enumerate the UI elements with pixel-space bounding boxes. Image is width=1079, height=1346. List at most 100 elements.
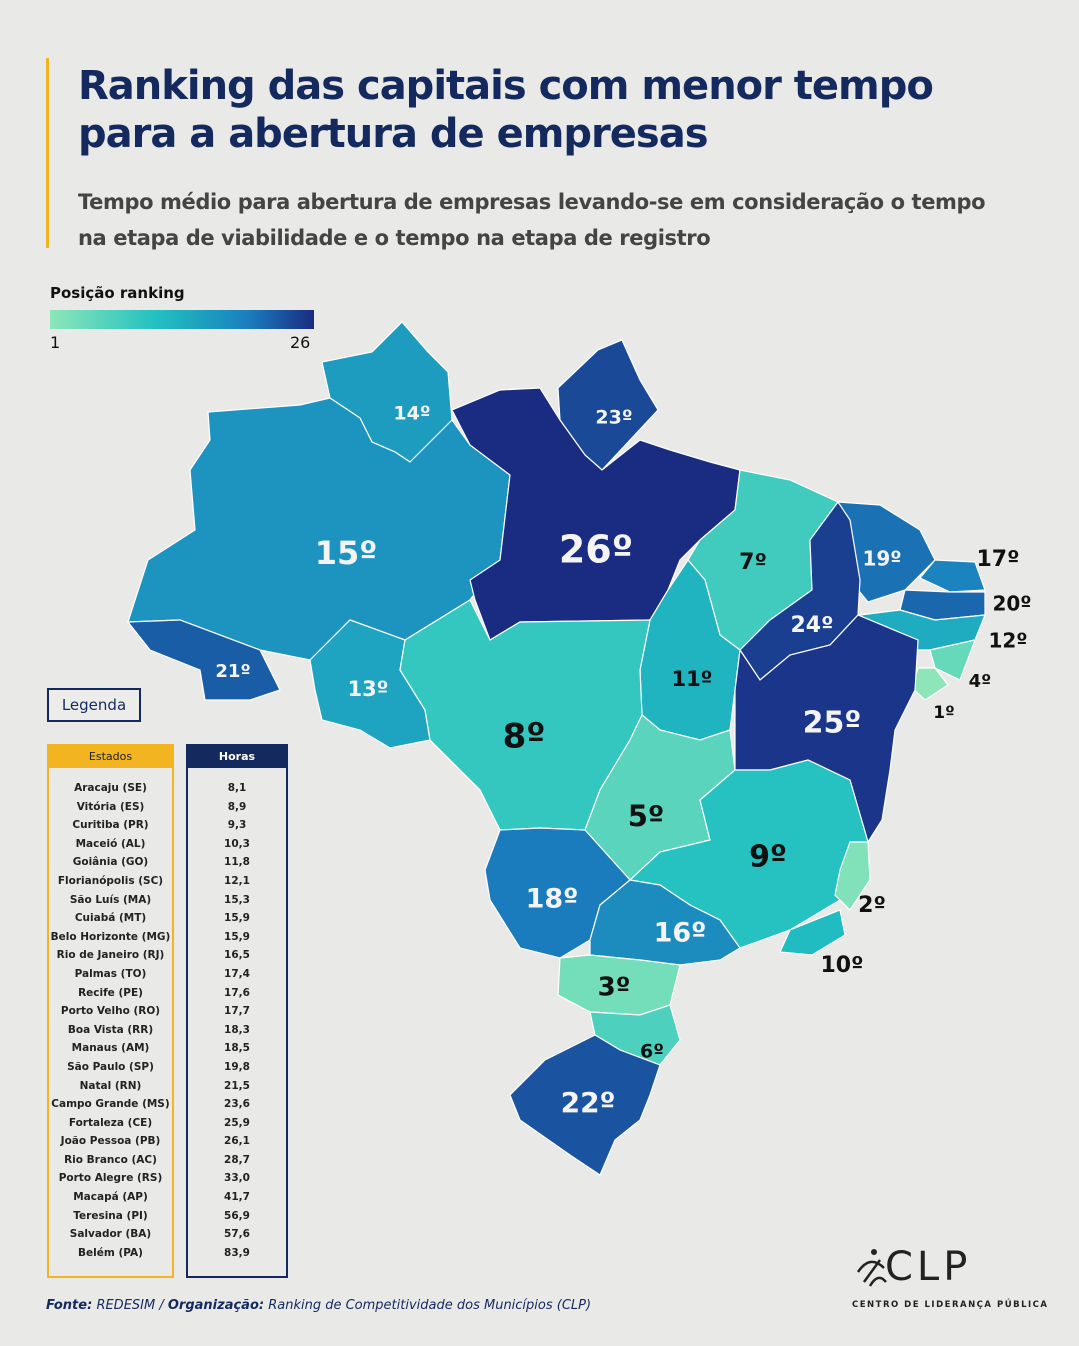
state-region-mg xyxy=(628,759,869,949)
legend-hours-row: 28,7 xyxy=(224,1153,250,1166)
legend-state-row: Recife (PE) xyxy=(78,986,143,999)
legend-state-row: Fortaleza (CE) xyxy=(68,1116,153,1129)
state-rank-label-ac: 21º xyxy=(215,661,250,682)
legend-state-row: Palmas (TO) xyxy=(74,967,147,980)
legend-state-row: Natal (RN) xyxy=(79,1079,142,1092)
state-rank-label-pb: 20º xyxy=(992,592,1031,616)
state-rank-label-pr: 3º xyxy=(598,973,631,1003)
state-region-rj xyxy=(779,909,846,956)
state-region-es xyxy=(834,841,871,911)
legend-hours-row: 23,6 xyxy=(224,1098,250,1111)
legend-state-row: Macapá (AP) xyxy=(73,1191,148,1204)
state-rank-label-ms: 18º xyxy=(526,884,579,915)
legend-state-row: Aracaju (SE) xyxy=(74,782,147,794)
state-rank-label-mg: 9º xyxy=(749,840,787,875)
legend-state-row: Cuiabá (MT) xyxy=(74,912,147,925)
legend-hours-row: 33,0 xyxy=(224,1172,250,1185)
state-rank-label-pa: 26º xyxy=(559,528,633,572)
page-title: Ranking das capitais com menor tempo par… xyxy=(78,63,934,157)
legend-hours-row: 26,1 xyxy=(224,1135,250,1148)
legend-state-row: São Paulo (SP) xyxy=(67,1060,154,1073)
legend-state-row: Vitória (ES) xyxy=(76,800,145,813)
state-rank-label-rs: 22º xyxy=(561,1086,616,1119)
legend-hours-row: 83,9 xyxy=(224,1246,250,1259)
hours-header: Horas xyxy=(188,746,286,768)
state-rank-label-am: 15º xyxy=(315,534,378,572)
org-value: Ranking de Competitividade dos Município… xyxy=(268,1298,592,1313)
legend-hours-row: 8,9 xyxy=(227,800,247,813)
state-region-sp xyxy=(589,879,741,966)
legend-state-row: João Pessoa (PB) xyxy=(60,1135,161,1148)
legend-hours-row: 41,7 xyxy=(224,1191,250,1204)
state-region-rn xyxy=(919,559,986,593)
org-label: Organização: xyxy=(167,1298,265,1313)
state-rank-label-sc: 6º xyxy=(640,1041,664,1063)
legend-hours-row: 15,9 xyxy=(224,930,250,943)
legend-state-row: Belo Horizonte (MG) xyxy=(50,930,171,943)
state-rank-label-to: 11º xyxy=(671,667,712,691)
legend-hours-row: 18,3 xyxy=(224,1023,250,1036)
legend-state-row: Florianópolis (SC) xyxy=(57,874,164,887)
scale-max-label: 26 xyxy=(290,333,311,352)
legend-state-row: Teresina (PI) xyxy=(73,1209,148,1222)
legend-state-row: Salvador (BA) xyxy=(69,1228,152,1241)
state-region-al xyxy=(929,639,976,681)
state-rank-label-ma: 7º xyxy=(739,550,767,575)
legend-hours-row: 21,5 xyxy=(224,1079,250,1092)
legend-hours-column: Horas 8,1 8,9 9,3 10,3 11,8 12,1 15,3 15,9 15,9 1… xyxy=(186,744,288,1278)
clp-logo-icon xyxy=(856,1249,887,1287)
legend-state-row: Belém (PA) xyxy=(78,1246,143,1259)
legend-state-row: Maceió (AL) xyxy=(75,837,146,850)
footer-source: Fonte: REDESIM / Organização: Ranking de… xyxy=(46,1298,591,1313)
legend-state-row: Campo Grande (MS) xyxy=(51,1098,170,1111)
state-rank-label-rr: 14º xyxy=(393,403,430,425)
state-rank-label-es: 2º xyxy=(858,893,886,918)
legend-hours-row: 17,4 xyxy=(224,967,250,980)
legend-hours-row: 10,3 xyxy=(224,837,250,850)
legend-state-row: São Luís (MA) xyxy=(69,893,152,906)
state-rank-label-pi: 24º xyxy=(790,613,833,638)
legend-hours-row: 12,1 xyxy=(224,874,250,887)
legend-state-row: Rio de Janeiro (RJ) xyxy=(56,949,165,962)
legend-hours-row: 11,8 xyxy=(224,856,250,869)
state-rank-label-go: 5º xyxy=(628,799,665,833)
legend-state-row: Porto Velho (RO) xyxy=(60,1005,161,1018)
legend-hours-row: 56,9 xyxy=(224,1209,250,1222)
state-rank-label-rn: 17º xyxy=(976,547,1019,572)
page-subtitle: Tempo médio para abertura de empresas le… xyxy=(78,190,986,250)
legend-hours-row: 17,6 xyxy=(224,986,250,999)
legend-state-row: Goiânia (GO) xyxy=(72,856,149,869)
legend-state-row: Manaus (AM) xyxy=(71,1042,150,1055)
legend-hours-row: 15,3 xyxy=(224,893,250,906)
legend-hours-row: 57,6 xyxy=(224,1228,250,1241)
scale-title: Posição ranking xyxy=(50,284,185,302)
legend-state-row: Porto Alegre (RS) xyxy=(58,1172,163,1185)
scale-min-label: 1 xyxy=(50,333,61,352)
state-rank-label-ba: 25º xyxy=(803,706,862,741)
state-region-rs xyxy=(509,1034,661,1176)
legend-hours-row: 17,7 xyxy=(224,1005,250,1018)
legend-button[interactable]: Legenda xyxy=(47,688,141,722)
accent-bar xyxy=(46,58,49,248)
legend-state-row: Boa Vista (RR) xyxy=(67,1023,154,1036)
state-rank-label-pe: 12º xyxy=(988,629,1027,653)
legend-hours-row: 8,1 xyxy=(227,782,247,794)
state-rank-label-ce: 19º xyxy=(862,547,901,571)
source-separator: / xyxy=(159,1298,168,1313)
legend-hours-row: 19,8 xyxy=(224,1060,250,1073)
state-region-se xyxy=(911,667,949,701)
legend-states-column: Estados Aracaju (SE) Vitória (ES) Curitiba… xyxy=(47,744,174,1278)
source-value: REDESIM xyxy=(96,1298,156,1313)
hours-list: 8,1 8,9 9,3 10,3 11,8 12,1 15,3 15,9 15,9 16,5 17,… xyxy=(188,768,286,1262)
source-label: Fonte: xyxy=(46,1298,93,1313)
state-rank-label-al: 4º xyxy=(969,671,992,692)
legend-hours-row: 25,9 xyxy=(224,1116,250,1129)
legend-state-row: Rio Branco (AC) xyxy=(64,1153,157,1166)
state-rank-label-sp: 16º xyxy=(654,918,707,949)
legend-hours-row: 16,5 xyxy=(224,949,250,962)
states-list: Aracaju (SE) Vitória (ES) Curitiba (PR) Mac… xyxy=(49,768,172,1262)
legend-hours-row: 9,3 xyxy=(227,819,247,832)
state-rank-label-ap: 23º xyxy=(595,407,632,429)
color-scale-bar xyxy=(50,310,314,329)
legend-state-row: Curitiba (PR) xyxy=(72,819,149,832)
